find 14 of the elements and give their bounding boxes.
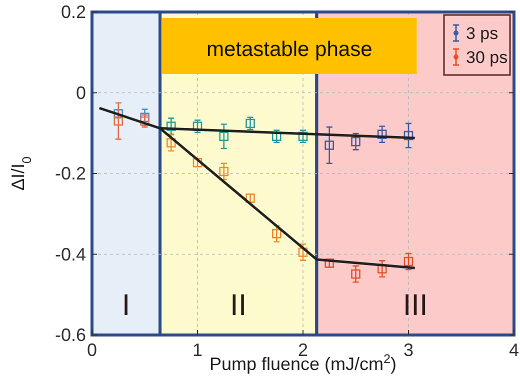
band-label: II — [230, 289, 247, 322]
annotation: metastable phase — [206, 38, 372, 61]
x-tick-label: 1 — [192, 340, 203, 360]
legend-label: 30 ps — [466, 48, 508, 67]
y-tick-label: -0.6 — [54, 325, 86, 345]
x-tick-label: 3 — [403, 340, 414, 360]
legend-label: 3 ps — [466, 24, 498, 43]
y-tick-label: 0 — [76, 82, 86, 103]
x-tick-label: 4 — [508, 340, 520, 360]
y-tick-label: -0.4 — [54, 244, 86, 264]
band-label: III — [402, 289, 428, 322]
y-tick-label: 0.2 — [60, 2, 86, 22]
y-tick-label: -0.2 — [54, 164, 86, 184]
band-label: I — [122, 289, 130, 322]
